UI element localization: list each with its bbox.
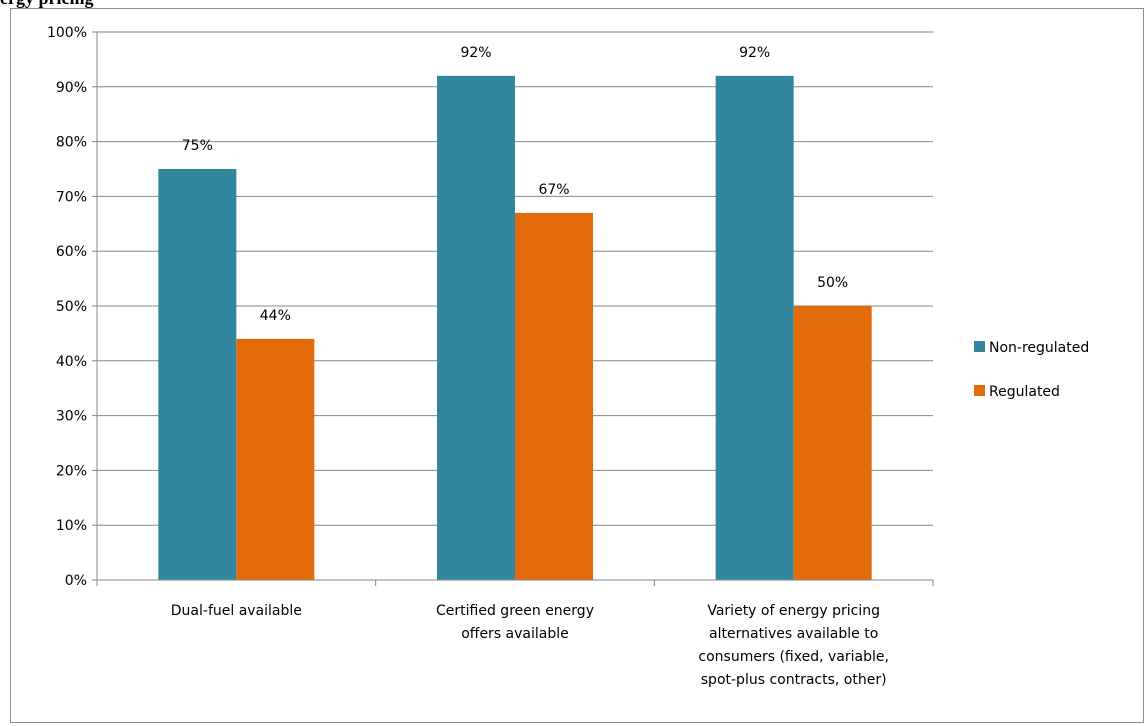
x-category-label: Variety of energy pricing xyxy=(707,603,880,619)
bar-regulated xyxy=(793,306,872,580)
x-category-label: spot-plus contracts, other) xyxy=(701,672,887,688)
data-label: 50% xyxy=(817,275,848,291)
page-title: ergy pricing xyxy=(0,0,93,9)
y-tick-label: 20% xyxy=(56,463,87,479)
y-tick-label: 10% xyxy=(56,518,87,534)
bar-non-regulated xyxy=(437,75,515,580)
bar-regulated xyxy=(236,338,315,580)
bar-non-regulated xyxy=(158,169,237,580)
legend-swatch xyxy=(974,385,985,396)
y-tick-label: 50% xyxy=(56,299,87,315)
legend: Non-regulated Regulated xyxy=(974,340,1089,400)
y-tick-label: 0% xyxy=(65,573,87,589)
y-tick-label: 80% xyxy=(56,135,87,151)
bars xyxy=(158,75,872,580)
data-label: 92% xyxy=(460,45,491,61)
bar-non-regulated xyxy=(715,75,794,580)
data-label: 44% xyxy=(260,308,291,324)
legend-swatch xyxy=(974,341,985,352)
y-tick-labels: 0% 10% 20% 30% 40% 50% 60% 70% 80% 90% 100% xyxy=(47,25,87,589)
y-tick-label: 100% xyxy=(47,25,87,41)
x-category-label: offers available xyxy=(461,626,569,642)
x-category-label: Dual-fuel available xyxy=(171,603,302,619)
legend-label: Non-regulated xyxy=(989,340,1089,356)
x-category-label: alternatives available to xyxy=(709,626,878,642)
data-labels: 75% 44% 92% 67% 92% 50% xyxy=(182,45,848,324)
y-tick-label: 90% xyxy=(56,80,87,96)
y-tick-label: 40% xyxy=(56,354,87,370)
x-category-label: consumers (fixed, variable, xyxy=(698,649,889,665)
x-category-labels: Dual-fuel available Certified green energ… xyxy=(171,603,889,688)
axes xyxy=(92,31,934,586)
y-tick-label: 70% xyxy=(56,189,87,205)
y-tick-label: 60% xyxy=(56,244,87,260)
data-label: 75% xyxy=(182,138,213,154)
legend-label: Regulated xyxy=(989,384,1060,400)
bar-regulated xyxy=(515,212,593,580)
x-category-label: Certified green energy xyxy=(436,603,594,619)
data-label: 67% xyxy=(538,182,569,198)
y-tick-label: 30% xyxy=(56,409,87,425)
data-label: 92% xyxy=(739,45,770,61)
